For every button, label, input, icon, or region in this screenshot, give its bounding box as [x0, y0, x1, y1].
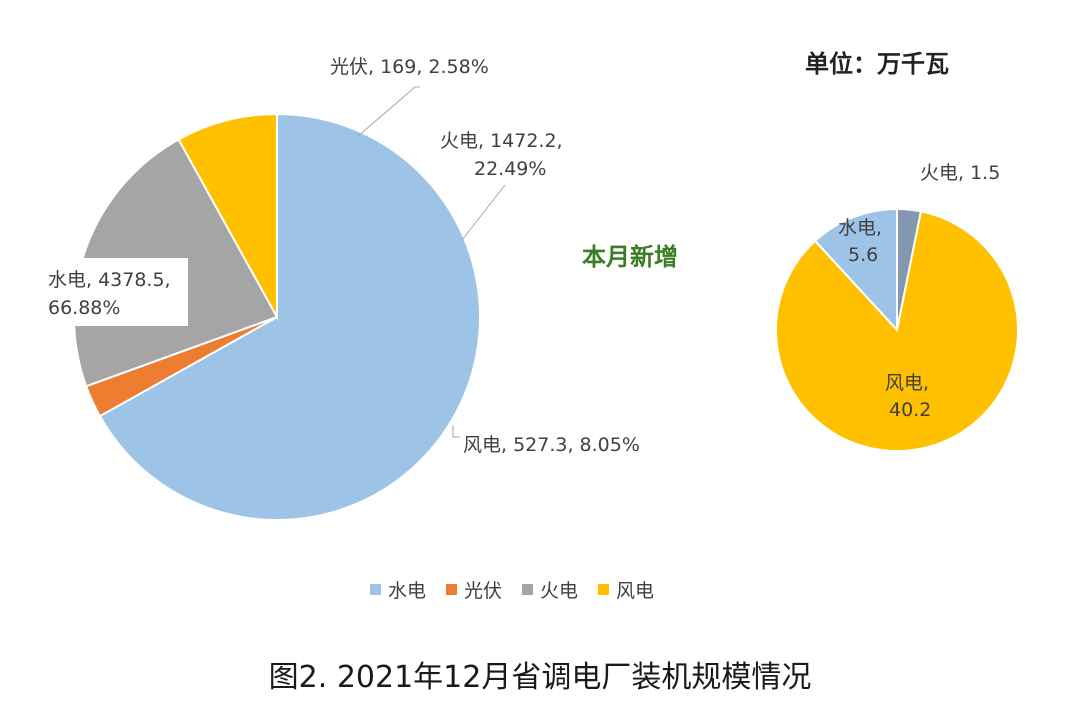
- leader-line-wind: [452, 425, 460, 438]
- small-data-label-hydro-line1: 水电,: [838, 217, 882, 239]
- main-pie-slice-3: [177, 112, 278, 321]
- data-label-thermal-line1: 火电, 1472.2,: [440, 130, 563, 152]
- legend-swatch-solar: [446, 584, 457, 595]
- data-label-wind: 风电, 527.3, 8.05%: [463, 434, 640, 456]
- legend-swatch-thermal: [522, 584, 533, 595]
- small-pie-chart: [775, 207, 1019, 452]
- legend-swatch-hydro: [370, 584, 381, 595]
- legend: 水电 光伏 火电 风电: [370, 580, 654, 602]
- legend-label-wind: 风电: [616, 580, 654, 602]
- leader-lines: [356, 86, 506, 438]
- legend-label-solar: 光伏: [464, 580, 502, 602]
- unit-label: 单位：万千瓦: [805, 50, 949, 78]
- data-label-solar: 光伏, 169, 2.58%: [330, 56, 489, 78]
- data-label-hydro-line1: 水电, 4378.5,: [48, 269, 171, 291]
- legend-label-hydro: 水电: [388, 580, 426, 602]
- small-pie-title: 本月新增: [582, 243, 678, 271]
- hydro-label-box: [38, 258, 188, 326]
- data-label-thermal-line2: 22.49%: [474, 158, 546, 180]
- small-data-label-hydro-line2: 5.6: [848, 244, 878, 266]
- small-pie-slice-2: [775, 210, 1019, 452]
- legend-swatch-wind: [598, 584, 609, 595]
- leader-line-thermal: [461, 184, 506, 241]
- data-label-hydro-line2: 66.88%: [48, 297, 120, 319]
- small-data-label-wind-line1: 风电,: [885, 372, 929, 394]
- small-pie-slice-0: [813, 207, 898, 333]
- small-data-label-wind-line2: 40.2: [889, 399, 931, 421]
- figure-caption: 图2. 2021年12月省调电厂装机规模情况: [269, 660, 812, 695]
- small-data-label-thermal: 火电, 1.5: [920, 162, 1000, 184]
- main-pie-slice-0: [98, 112, 481, 521]
- legend-label-thermal: 火电: [540, 580, 578, 602]
- leader-line-solar: [356, 86, 420, 138]
